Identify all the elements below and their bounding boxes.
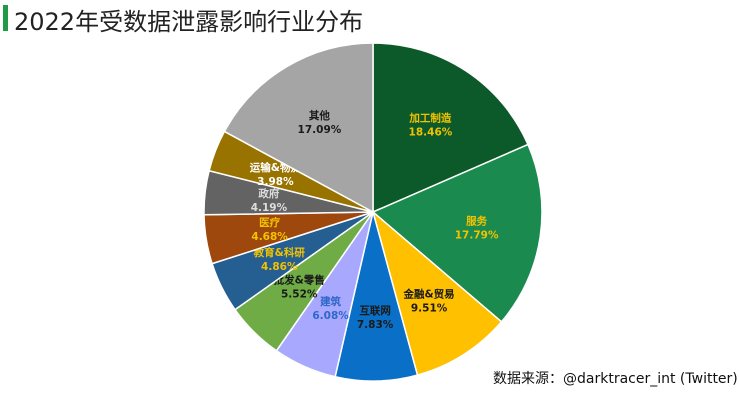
slice-category-label: 其他 — [309, 109, 330, 122]
slice-value-label: 5.52% — [281, 288, 318, 300]
slice-category-label: 互联网 — [359, 304, 391, 317]
source-note: 数据来源：@darktracer_int (Twitter) — [493, 371, 738, 387]
slice-value-label: 3.98% — [257, 176, 294, 188]
pie-slice — [372, 42, 529, 214]
slice-category-label: 服务 — [466, 214, 487, 227]
slice-value-label: 4.19% — [251, 202, 288, 214]
chart-title: 2022年受数据泄露影响行业分布 — [14, 8, 364, 36]
slice-value-label: 9.51% — [411, 303, 448, 315]
slice-category-label: 医疗 — [259, 216, 280, 229]
slice-category-label: 教育&科研 — [253, 246, 306, 259]
slice-value-label: 18.46% — [409, 126, 453, 138]
pie-slice — [223, 42, 374, 214]
title-accent-bar — [3, 5, 8, 31]
pie-slice — [371, 209, 503, 376]
slice-category-label: 金融&贸易 — [403, 288, 455, 301]
slice-category-label: 加工制造 — [408, 111, 451, 124]
slice-category-label: 政府 — [258, 187, 279, 200]
slice-category-label: 批发&零售 — [274, 273, 325, 286]
slice-value-label: 17.09% — [298, 124, 342, 136]
pie-slice — [371, 143, 543, 323]
slice-value-label: 4.86% — [261, 261, 298, 273]
slice-category-label: 建筑 — [319, 295, 341, 308]
slice-value-label: 4.68% — [251, 231, 288, 243]
slice-value-label: 7.83% — [357, 319, 394, 331]
slice-value-label: 17.79% — [455, 229, 499, 241]
slice-value-label: 6.08% — [312, 310, 349, 322]
